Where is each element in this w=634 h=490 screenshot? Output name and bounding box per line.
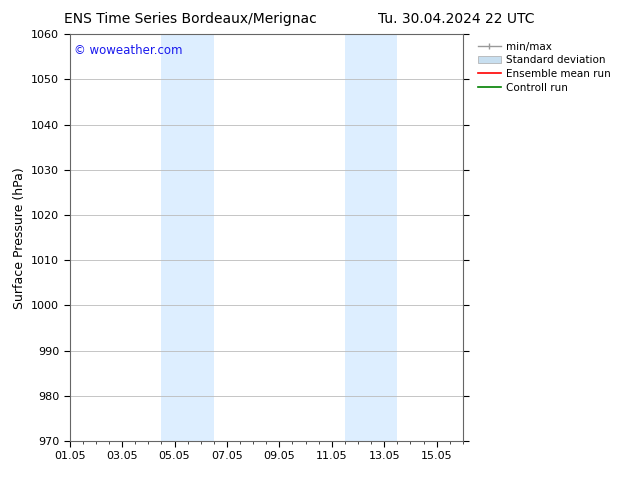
Y-axis label: Surface Pressure (hPa): Surface Pressure (hPa) xyxy=(13,167,25,309)
Bar xyxy=(162,34,214,441)
Text: Tu. 30.04.2024 22 UTC: Tu. 30.04.2024 22 UTC xyxy=(378,12,534,26)
Text: © woweather.com: © woweather.com xyxy=(74,45,182,57)
Bar xyxy=(345,34,398,441)
Text: ENS Time Series Bordeaux/Merignac: ENS Time Series Bordeaux/Merignac xyxy=(64,12,316,26)
Legend: min/max, Standard deviation, Ensemble mean run, Controll run: min/max, Standard deviation, Ensemble me… xyxy=(476,40,613,95)
